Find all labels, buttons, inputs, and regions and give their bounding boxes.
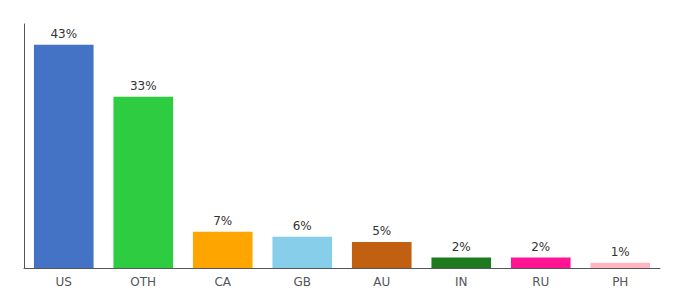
svg-text:33%: 33% [130,79,157,93]
svg-text:7%: 7% [213,214,232,228]
svg-text:2%: 2% [531,240,550,254]
svg-text:6%: 6% [293,219,312,233]
svg-text:GB: GB [293,275,311,289]
svg-text:CA: CA [214,275,231,289]
svg-text:1%: 1% [611,245,630,259]
svg-text:RU: RU [532,275,549,289]
svg-text:AU: AU [373,275,390,289]
svg-text:US: US [56,275,72,289]
svg-text:5%: 5% [372,224,391,238]
svg-text:PH: PH [612,275,628,289]
svg-text:OTH: OTH [130,275,156,289]
svg-text:IN: IN [455,275,468,289]
svg-text:43%: 43% [50,27,77,41]
svg-text:2%: 2% [452,240,471,254]
